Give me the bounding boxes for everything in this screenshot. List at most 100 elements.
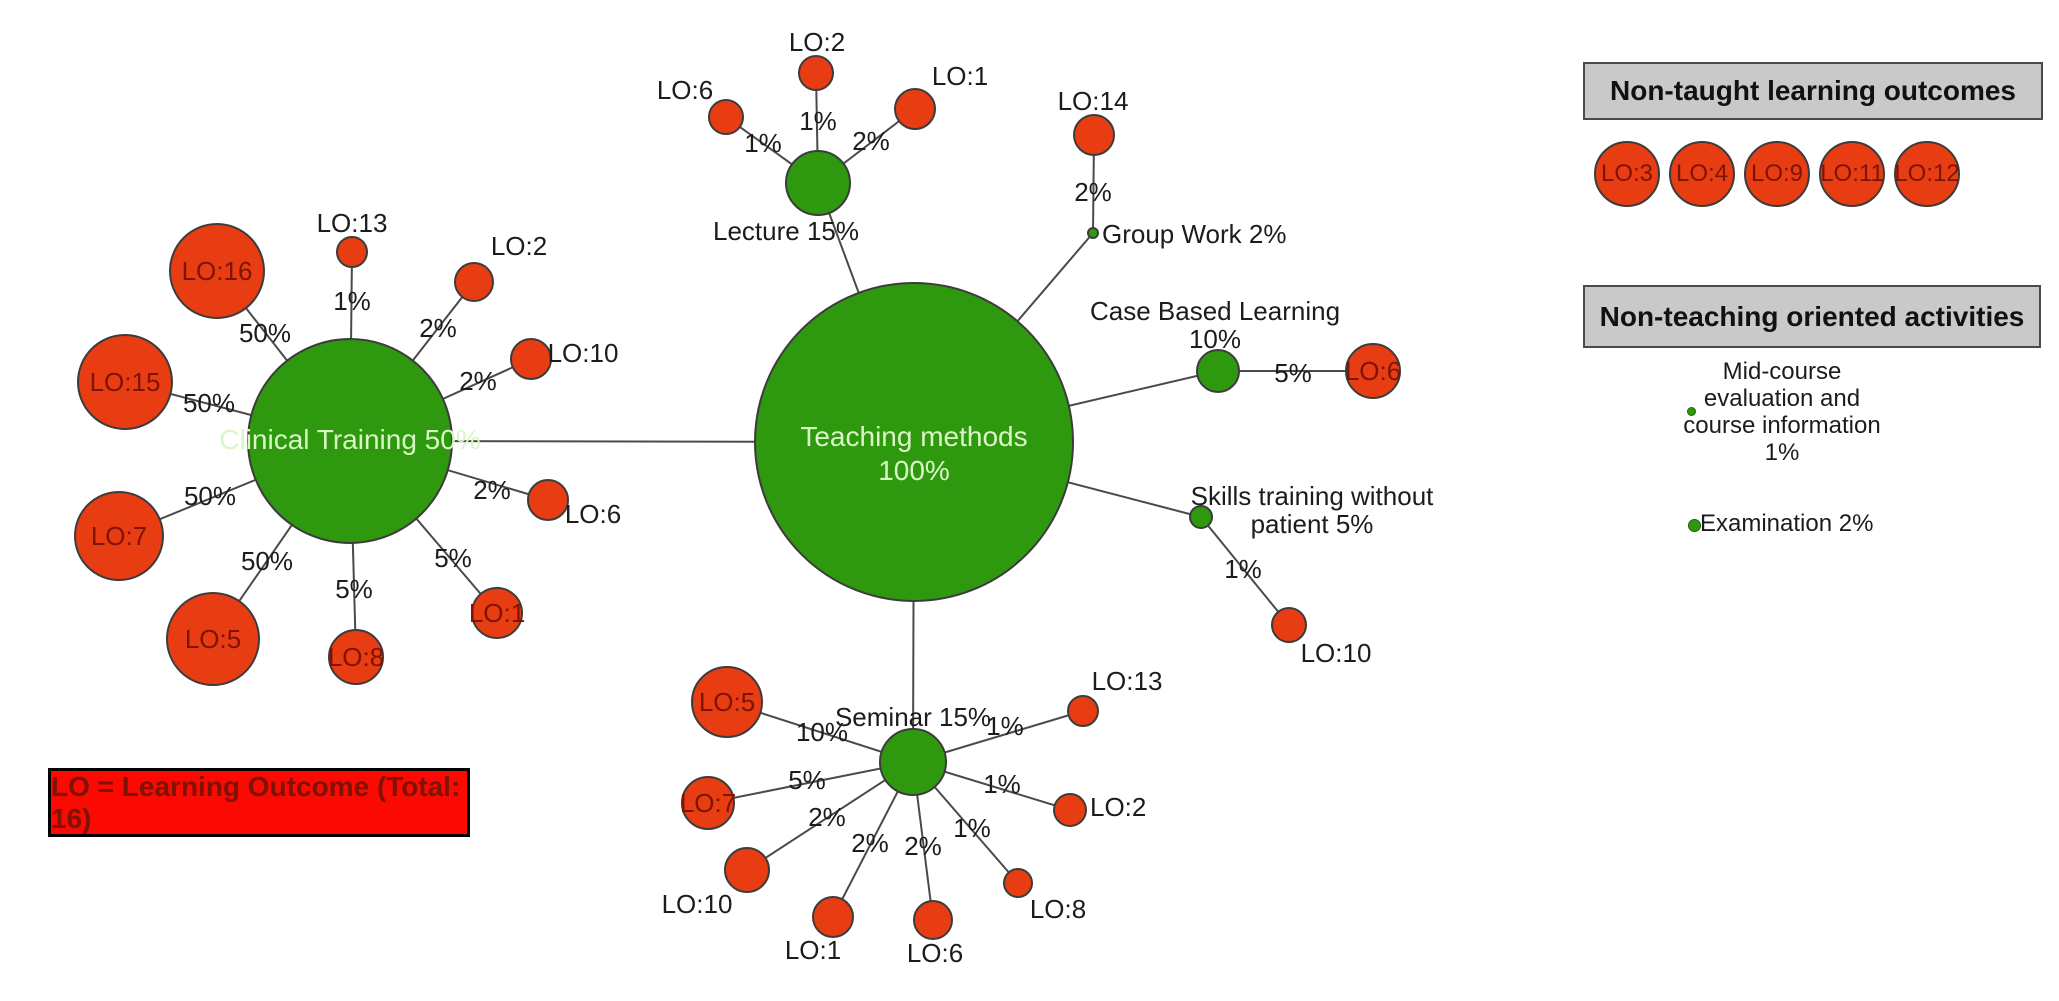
clinical-lo6-label: LO:6 [565,499,621,529]
node-label-c8: LO:8 [328,642,384,672]
legend-non-teaching-header: Non-teaching oriented activities [1583,285,2041,348]
node-c5 [166,592,260,686]
node-label-s5: LO:5 [699,687,755,717]
edge-pct-clinical-c13: 1% [333,286,371,316]
groupwork-lo14-label: LO:14 [1058,86,1129,116]
clinical-lo2-label: LO:2 [491,231,547,261]
legend-outcome-lo3: LO:3 [1594,141,1660,207]
edge-pct-groupwork-g14: 2% [1074,177,1112,207]
edge-pct-lecture-l2: 1% [799,106,837,136]
legend-outcome-lo9-label: LO:9 [1750,160,1804,187]
node-c16 [169,223,265,319]
legend-outcome-lo4: LO:4 [1669,141,1735,207]
node-c1 [471,587,523,639]
node-s6 [913,900,953,940]
node-c7 [74,491,164,581]
node-label-c5: LO:5 [185,624,241,654]
node-l1 [894,88,936,130]
edge-pct-clinical-c7: 50% [184,481,236,511]
lecture-lo1-label: LO:1 [932,61,988,91]
node-label-c1: LO:1 [469,598,525,628]
lecture-lo2-label: LO:2 [789,27,845,57]
edge-pct-seminar-s6: 2% [904,831,942,861]
edge-pct-clinical-c10: 2% [459,366,497,396]
edge-skills-sk10 [1200,516,1290,626]
edge-pct-seminar-s5: 10% [796,717,848,747]
node-label-cb6: LO:6 [1345,356,1401,386]
edge-pct-clinical-c15: 50% [183,388,235,418]
legend-non-taught-header: Non-taught learning outcomes [1583,62,2043,120]
node-c2 [454,262,494,302]
node-seminar [879,728,947,796]
examination-dot-icon [1688,519,1701,532]
node-label-c15: LO:15 [90,367,161,397]
teaching-methods-label: Teaching methods [800,421,1027,452]
node-teaching [754,282,1074,602]
teaching-methods-pct: 100% [878,455,950,486]
clinical-lo10-label: LO:10 [548,338,619,368]
edge-pct-clinical-c6: 2% [473,475,511,505]
skills-training-label-line2: patient 5% [1251,509,1374,539]
node-clinical [247,338,453,544]
seminar-label: Seminar 15% [835,702,991,732]
edge-pct-cbl-cb6: 5% [1274,358,1312,388]
node-c15 [77,334,173,430]
seminar-lo8-label: LO:8 [1030,894,1086,924]
edge-pct-skills-sk10: 1% [1224,554,1262,584]
lo-definition-note-text: LO = Learning Outcome (Total: 16) [51,770,461,834]
edge-pct-lecture-l1: 2% [852,126,890,156]
node-cbl [1196,349,1240,393]
node-groupwork [1087,227,1099,239]
skills-lo10-label: LO:10 [1301,638,1372,668]
legend-outcome-lo11: LO:11 [1819,141,1885,207]
node-s13 [1067,695,1099,727]
edge-pct-lecture-l6: 1% [744,128,782,158]
clinical-training-label: Clinical Training 50% [219,424,480,455]
examination-label: Examination 2% [1700,510,1874,537]
node-l2 [798,55,834,91]
edge-pct-seminar-s1: 2% [851,828,889,858]
legend-outcome-lo3-label: LO:3 [1600,160,1654,187]
node-c10 [510,338,552,380]
node-sk10 [1271,607,1307,643]
lecture-label: Lecture 15% [713,216,859,246]
seminar-lo10-label: LO:10 [662,889,733,919]
node-s5 [691,666,763,738]
node-label-c16: LO:16 [182,256,253,286]
edge-pct-clinical-c8: 5% [335,574,373,604]
node-s7 [681,776,735,830]
node-label-s7: LO:7 [680,788,736,818]
case-based-learning-label: Case Based Learning [1090,296,1340,326]
edge-pct-seminar-s7: 5% [788,765,826,795]
node-c6 [527,479,569,521]
mid-course-evaluation-label: Mid-course evaluation and course informa… [1683,358,1881,466]
mid-course-dot-icon [1687,407,1696,416]
node-c8 [328,629,384,685]
legend-outcome-lo11-label: LO:11 [1820,160,1884,187]
node-label-c7: LO:7 [91,521,147,551]
node-cb6 [1345,343,1401,399]
edge-seminar-s7 [707,761,914,804]
node-g14 [1073,114,1115,156]
legend-non-taught-title: Non-taught learning outcomes [1610,75,2016,106]
seminar-lo6-label: LO:6 [907,938,963,968]
node-c13 [336,236,368,268]
seminar-lo1-label: LO:1 [785,935,841,965]
node-s1 [812,896,854,938]
node-s8 [1003,868,1033,898]
lecture-lo6-label: LO:6 [657,75,713,105]
seminar-lo13-label: LO:13 [1092,666,1163,696]
edge-pct-clinical-c16: 50% [239,318,291,348]
legend-outcome-lo4-label: LO:4 [1675,160,1729,187]
edge-pct-seminar-s10: 2% [808,802,846,832]
seminar-lo2-label: LO:2 [1090,792,1146,822]
clinical-lo13-label: LO:13 [317,208,388,238]
node-l6 [708,99,744,135]
edge-pct-seminar-s8: 1% [953,813,991,843]
edge-pct-clinical-c1: 5% [434,543,472,573]
legend-outcome-lo12: LO:12 [1894,141,1960,207]
group-work-label: Group Work 2% [1102,219,1286,249]
edge-pct-seminar-s2: 1% [983,769,1021,799]
